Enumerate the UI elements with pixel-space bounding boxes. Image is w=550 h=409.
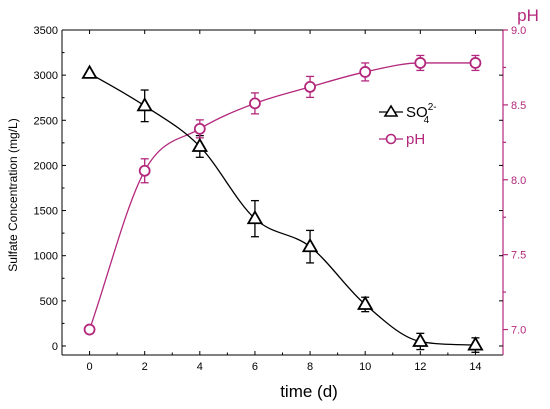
axes-frame — [61, 29, 504, 356]
left-tick-label: 2000 — [34, 160, 58, 172]
x-tick-label: 4 — [197, 361, 203, 373]
sulfate-point — [191, 137, 209, 152]
x-axis-title: time (d) — [280, 382, 338, 401]
right-axis-ticks: 7.0 7.5 8.0 8.5 9.0 — [503, 25, 526, 337]
x-tick-label: 14 — [469, 361, 481, 373]
legend-sulfate-superscript: 2- — [428, 102, 437, 113]
ph-point — [304, 81, 316, 93]
ph-point — [249, 97, 261, 110]
x-tick-label: 2 — [142, 361, 148, 373]
ph-point — [359, 66, 372, 78]
ph-curve — [88, 62, 476, 330]
right-tick-label: 8.0 — [511, 175, 526, 187]
y-axis-right-title: pH — [517, 6, 539, 25]
x-tick-label: 8 — [307, 361, 313, 373]
ph-point — [414, 57, 427, 69]
left-axis-ticks: 0 500 1000 1500 2000 2500 3000 3500 — [34, 25, 503, 353]
ph-point — [138, 164, 151, 177]
legend-sulfate-label: SO2- 4 — [406, 102, 437, 126]
x-axis-ticks: 0 2 4 6 8 10 12 14 — [87, 30, 482, 373]
left-tick-label: 3500 — [34, 25, 58, 37]
sulfate-point — [467, 336, 484, 351]
sulfate-point — [246, 209, 264, 225]
x-tick-label: 10 — [359, 361, 371, 373]
legend-item-ph: pH — [379, 131, 425, 148]
x-tick-label: 12 — [414, 361, 426, 373]
legend-ph-marker — [385, 133, 397, 145]
ph-point — [469, 57, 482, 69]
legend-ph-label: pH — [406, 131, 425, 148]
left-tick-label: 1500 — [34, 206, 58, 218]
left-tick-label: 3000 — [34, 70, 58, 82]
error-bars — [140, 54, 480, 353]
ph-point — [83, 323, 96, 336]
legend-sulfate-marker — [383, 104, 399, 117]
sulfate-point — [412, 332, 429, 347]
legend-item-sulfate: SO2- 4 — [379, 102, 437, 126]
right-tick-label: 8.5 — [511, 100, 526, 112]
left-tick-label: 1000 — [34, 251, 58, 263]
sulfate-point — [356, 295, 374, 310]
sulfate-point — [136, 97, 153, 112]
left-tick-label: 0 — [52, 341, 58, 353]
left-tick-label: 500 — [40, 296, 58, 308]
left-tick-label: 2500 — [34, 115, 58, 127]
sulfate-point — [81, 64, 98, 79]
ph-point — [193, 122, 206, 135]
x-tick-label: 6 — [252, 361, 258, 373]
right-tick-label: 7.5 — [511, 250, 526, 262]
data-markers — [81, 57, 484, 351]
y-axis-left-title: Sulfate Concentration (mg/L) — [6, 118, 20, 271]
x-tick-label: 0 — [87, 361, 93, 373]
right-tick-label: 7.0 — [511, 325, 526, 337]
sulfate-point — [301, 237, 319, 253]
right-tick-label: 9.0 — [511, 25, 526, 37]
legend-sulfate-name: SO — [406, 104, 428, 121]
legend-sulfate-subscript: 4 — [424, 115, 430, 126]
legend: SO2- 4 pH — [379, 102, 437, 148]
